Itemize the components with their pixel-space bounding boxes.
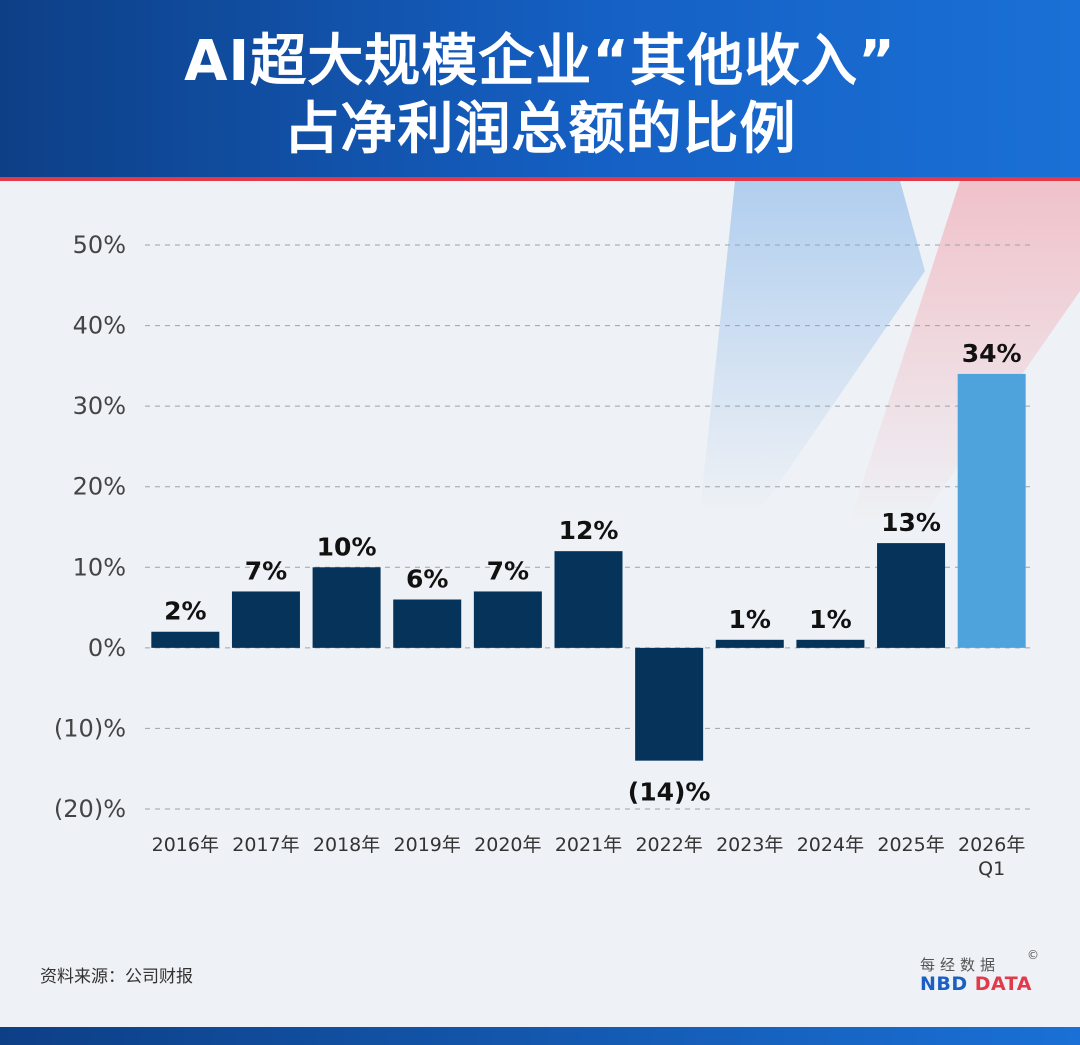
copyright-mark: © (1027, 948, 1039, 962)
bar (957, 373, 1026, 648)
x-tick-label: 2016年 (152, 834, 219, 856)
y-tick-label: 30% (73, 392, 126, 420)
background-decoration (700, 181, 1080, 521)
bar (473, 591, 542, 648)
y-tick-label: 20% (73, 473, 126, 501)
x-tick-label: 2024年 (797, 834, 864, 856)
bottom-bar (0, 1027, 1080, 1045)
x-tick-label: 2018年 (313, 834, 380, 856)
bar (635, 647, 704, 761)
x-tick-label: 2020年 (474, 834, 541, 856)
bar (796, 639, 865, 648)
brand-logo: NBD DATA (920, 973, 1032, 995)
x-tick-label: 2025年 (877, 834, 944, 856)
data-label: (14)% (628, 778, 711, 807)
y-tick-label: 40% (73, 312, 126, 340)
brand-logo-nbd: NBD (920, 973, 968, 995)
chart-title-line2: 占净利润总额的比例 (283, 97, 797, 162)
x-tick-label: 2023年 (716, 834, 783, 856)
bar (877, 543, 946, 648)
brand-name: 每经数据 (920, 956, 1001, 974)
header-banner: AI超大规模企业“其他收入” 占净利润总额的比例 (0, 0, 1080, 181)
data-label: 12% (559, 516, 619, 545)
data-label: 34% (962, 339, 1022, 368)
x-tick-label: 2026年 (958, 834, 1025, 856)
x-tick-label: Q1 (978, 858, 1005, 880)
y-tick-label: (10)% (54, 714, 126, 742)
data-label: 1% (729, 605, 771, 634)
bar (393, 599, 462, 648)
bar (715, 639, 784, 648)
x-tick-label: 2019年 (394, 834, 461, 856)
bar (151, 631, 220, 648)
bar (554, 551, 623, 648)
y-tick-label: 10% (73, 553, 126, 581)
data-label: 7% (245, 556, 287, 585)
x-tick-label: 2017年 (232, 834, 299, 856)
y-tick-label: (20)% (54, 795, 126, 823)
brand-logo-data: DATA (974, 973, 1032, 995)
bar (231, 591, 300, 648)
data-label: 10% (317, 532, 377, 561)
x-tick-label: 2021年 (555, 834, 622, 856)
chart-title-line1: AI超大规模企业“其他收入” (184, 29, 896, 94)
data-label: 7% (487, 556, 529, 585)
y-tick-label: 50% (73, 231, 126, 259)
data-label: 13% (881, 508, 941, 537)
data-label: 2% (164, 597, 206, 626)
data-label: 1% (809, 605, 851, 634)
source-note: 资料来源：公司财报 (40, 967, 193, 987)
y-tick-label: 0% (88, 634, 126, 662)
data-label: 6% (406, 565, 448, 594)
x-tick-label: 2022年 (635, 834, 702, 856)
bar (312, 567, 381, 648)
